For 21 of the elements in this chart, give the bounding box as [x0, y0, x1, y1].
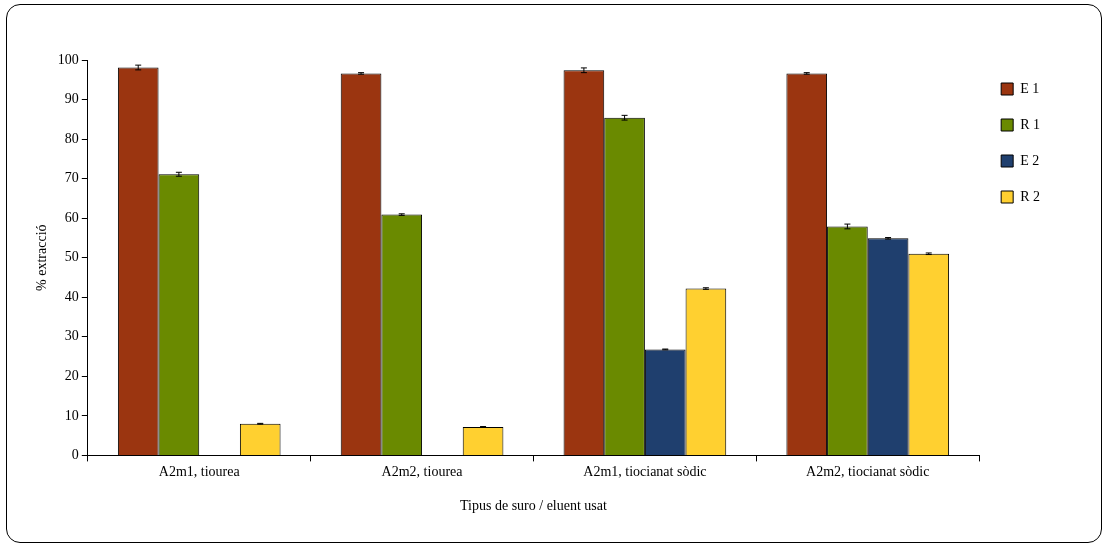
- y-tick-label: 100: [57, 51, 79, 67]
- y-tick-label: 0: [71, 447, 79, 463]
- legend-label: E 1: [1020, 80, 1040, 96]
- y-tick-label: 70: [64, 170, 79, 186]
- y-tick-label: 20: [64, 367, 79, 383]
- y-tick-label: 60: [64, 209, 79, 225]
- x-tick-label: A2m2, tiourea: [381, 464, 464, 480]
- y-tick-label: 80: [64, 130, 79, 146]
- x-tick-label: A2m1, tiourea: [158, 464, 241, 480]
- y-tick-label: 10: [64, 407, 79, 423]
- x-tick-label: A2m2, tiocianat sòdic: [806, 464, 930, 480]
- x-tick-label: A2m1, tiocianat sòdic: [583, 464, 707, 480]
- y-tick-label: 30: [64, 328, 79, 344]
- y-tick-label: 40: [64, 288, 79, 304]
- y-axis-title: % extracció: [34, 224, 50, 291]
- legend-label: R 1: [1020, 116, 1041, 132]
- legend-label: E 2: [1020, 152, 1040, 168]
- legend-label: R 2: [1020, 188, 1041, 204]
- x-axis-title: Tipus de suro / eluent usat: [460, 498, 608, 514]
- y-tick-label: 90: [64, 91, 79, 107]
- y-tick-label: 50: [64, 249, 79, 265]
